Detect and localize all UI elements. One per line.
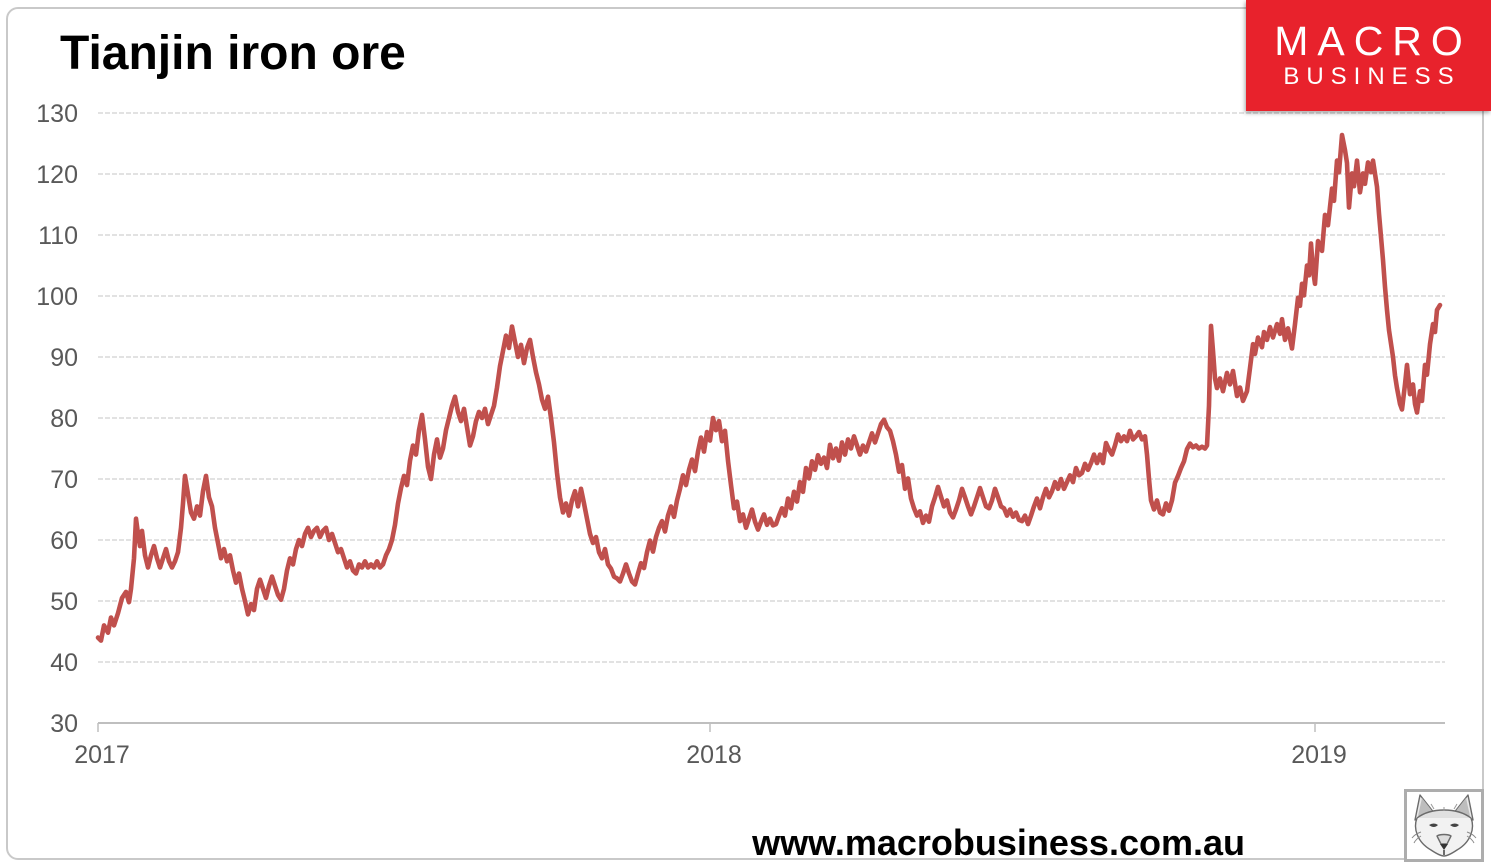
fox-head-sketch-icon [1411,794,1477,857]
y-axis-tick-label: 110 [38,222,78,250]
y-axis-tick-label: 100 [36,283,78,311]
fox-logo-image [1404,789,1484,862]
site-url-text: www.macrobusiness.com.au [752,822,1245,863]
logo-line2: BUSINESS [1283,62,1461,90]
price-line-series [95,132,1443,643]
y-axis-tick-label: 90 [50,344,78,372]
x-axis-tick-label: 2017 [74,741,130,769]
x-axis-tick-label: 2019 [1291,741,1347,769]
x-axis-tick-label: 2018 [686,741,742,769]
y-axis-tick-label: 120 [36,161,78,189]
y-axis-tick-label: 30 [50,710,78,738]
page-title: Tianjin iron ore [60,27,406,80]
logo-line1: MACRO [1274,17,1472,64]
y-axis-tick-label: 40 [50,649,78,677]
y-axis-tick-label: 70 [50,466,78,494]
y-axis-tick-label: 80 [50,405,78,433]
macrobusiness-logo: MACRO BUSINESS [1246,0,1491,111]
y-axis-tick-label: 50 [50,588,78,616]
y-axis-tick-label: 130 [36,100,78,128]
y-axis-tick-label: 60 [50,527,78,555]
